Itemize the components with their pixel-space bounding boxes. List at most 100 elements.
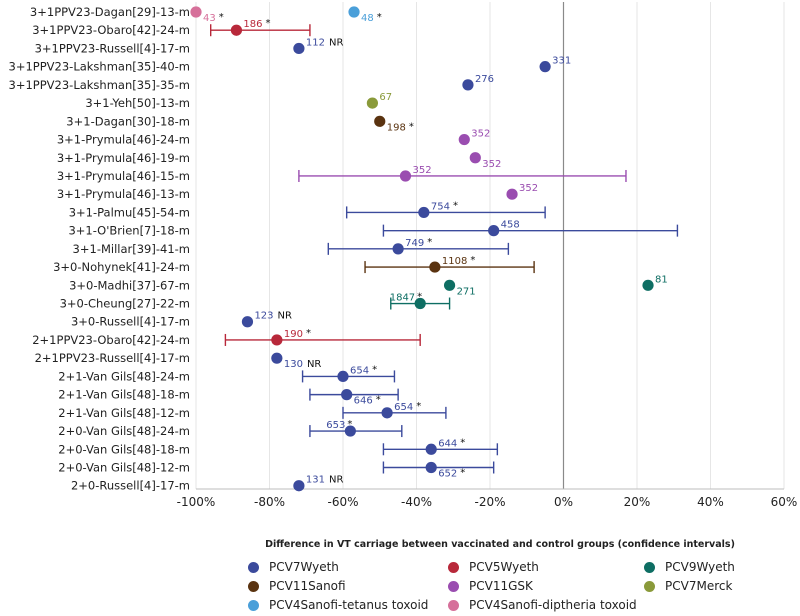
significance-marker: *: [409, 121, 414, 132]
row-label: 3+1PPV23-Dagan[29]-13-m: [30, 5, 190, 19]
point-estimate: [271, 334, 283, 346]
row-labels: 3+1PPV23-Dagan[29]-13-m 3+1PPV23-Obaro[42…: [9, 5, 190, 493]
x-tick-label: -100%: [177, 495, 216, 509]
significance-marker: *: [453, 200, 458, 211]
sample-size-label: 190: [284, 329, 303, 340]
point-estimate: [271, 352, 283, 364]
legend-swatch: [448, 561, 459, 573]
legend: PCV7Wyeth PCV5Wyeth PCV9Wyeth PCV11Sanofi PC…: [248, 558, 748, 614]
sample-size-label: 81: [655, 274, 668, 285]
row-label: 3+1-Millar[39]-41-m: [73, 242, 190, 256]
point-estimate: [344, 425, 356, 437]
legend-item: PCV7Merck: [644, 577, 732, 595]
legend-swatch: [248, 580, 259, 592]
legend-label: PCV4Sanofi-tetanus toxoid: [269, 598, 429, 612]
significance-marker: *: [460, 437, 465, 448]
point-estimate: [462, 79, 474, 91]
point-estimate: [337, 370, 349, 382]
point-estimate: [230, 24, 243, 36]
point-estimate: [425, 461, 437, 474]
sample-size-label: 749: [405, 238, 424, 249]
row-label: 2+1PPV23-Russell[4]-17-m: [35, 351, 190, 365]
point-estimate: [341, 389, 353, 401]
sample-size-label: 653: [326, 420, 345, 431]
row-label: 3+1-Prymula[46]-24-m: [57, 133, 190, 147]
x-tick-label: 40%: [697, 495, 724, 509]
row-label: 2+0-Van Gils[48]-24-m: [58, 424, 190, 438]
legend-item: PCV4Sanofi-diptheria toxoid: [448, 596, 637, 614]
point-estimate: [293, 42, 305, 55]
point-estimate: [418, 206, 430, 219]
point-estimate: [241, 316, 254, 328]
legend-swatch: [644, 580, 655, 592]
significance-marker: *: [470, 255, 475, 266]
row-label: 3+0-Russell[4]-17-m: [71, 315, 190, 329]
row-label: 3+0-Nohynek[41]-24-m: [53, 260, 190, 274]
x-axis-label: Difference in VT carriage between vaccin…: [265, 539, 735, 550]
row-label: 3+1-O'Brien[7]-18-m: [68, 224, 190, 238]
legend-label: PCV11GSK: [469, 579, 533, 593]
point-estimate: [374, 115, 386, 127]
row-label: 2+1-Van Gils[48]-24-m: [58, 369, 190, 383]
row-label: 3+0-Cheung[27]-22-m: [60, 297, 190, 311]
x-tick-label: -60%: [327, 495, 358, 509]
point-estimate: [366, 97, 378, 109]
forest-plot: 3+1PPV23-Dagan[29]-13-m 3+1PPV23-Obaro[42…: [9, 2, 798, 550]
sample-size-label: 352: [471, 129, 490, 140]
sample-size-label: 654: [350, 365, 369, 376]
sample-size-label: 276: [475, 74, 494, 85]
x-tick-label: 20%: [624, 495, 651, 509]
row-label: 3+1PPV23-Russell[4]-17-m: [35, 41, 190, 55]
point-estimate: [414, 297, 426, 310]
sample-size-label: 352: [482, 159, 501, 170]
point-estimate: [443, 279, 456, 291]
point-estimate: [348, 6, 360, 18]
significance-marker: *: [372, 364, 377, 375]
sample-size-label: 1108: [442, 256, 467, 267]
row-label: 2+0-Van Gils[48]-12-m: [58, 461, 190, 475]
not-reported-marker: NR: [329, 37, 343, 48]
point-estimate: [399, 170, 412, 182]
legend-label: PCV9Wyeth: [665, 560, 735, 574]
legend-item: PCV9Wyeth: [644, 558, 735, 576]
legend-item: PCV7Wyeth: [248, 558, 339, 576]
legend-item: PCV5Wyeth: [448, 558, 539, 576]
legend-label: PCV5Wyeth: [469, 560, 539, 574]
legend-item: PCV4Sanofi-tetanus toxoid: [248, 596, 428, 614]
sample-size-label: 186: [243, 19, 262, 30]
sample-size-label: 131: [306, 475, 325, 486]
legend-swatch: [248, 561, 259, 573]
sample-size-label: 352: [519, 183, 538, 194]
significance-marker: *: [376, 395, 381, 406]
row-label: 3+1-Dagan[30]-18-m: [66, 114, 190, 128]
significance-marker: *: [347, 419, 352, 430]
sample-size-label: 43: [203, 13, 216, 24]
x-tick-label: -20%: [474, 495, 505, 509]
point-estimate: [539, 61, 551, 73]
row-label: 3+1-Palmu[45]-54-m: [69, 205, 190, 219]
x-tick-label: -80%: [254, 495, 285, 509]
legend-swatch: [248, 599, 259, 611]
grid-lines: [195, 2, 785, 489]
x-tick-labels: -100% -80% -60% -40% -20% 0% 20% 40% 60%: [177, 495, 798, 509]
row-label: 3+1-Yeh[50]-13-m: [85, 96, 190, 110]
sample-size-label: 67: [379, 92, 392, 103]
point-estimate: [488, 225, 500, 237]
point-estimate: [293, 480, 305, 492]
sample-size-label: 644: [438, 438, 457, 449]
sample-size-label: 331: [552, 56, 571, 67]
row-label: 3+1-Prymula[46]-13-m: [57, 187, 190, 201]
row-label: 3+1-Prymula[46]-19-m: [57, 151, 190, 165]
row-label: 2+1-Van Gils[48]-18-m: [58, 388, 190, 402]
point-estimate: [392, 243, 404, 255]
row-label: 2+1-Van Gils[48]-12-m: [58, 406, 190, 420]
sample-size-label: 48: [361, 13, 374, 24]
row-label: 3+1PPV23-Lakshman[35]-40-m: [9, 60, 190, 74]
sample-size-label: 271: [457, 286, 476, 297]
sample-size-label: 652: [438, 469, 457, 480]
significance-marker: *: [306, 328, 311, 339]
legend-swatch: [644, 561, 655, 573]
significance-marker: *: [416, 401, 421, 412]
row-label: 2+0-Russell[4]-17-m: [71, 479, 190, 493]
